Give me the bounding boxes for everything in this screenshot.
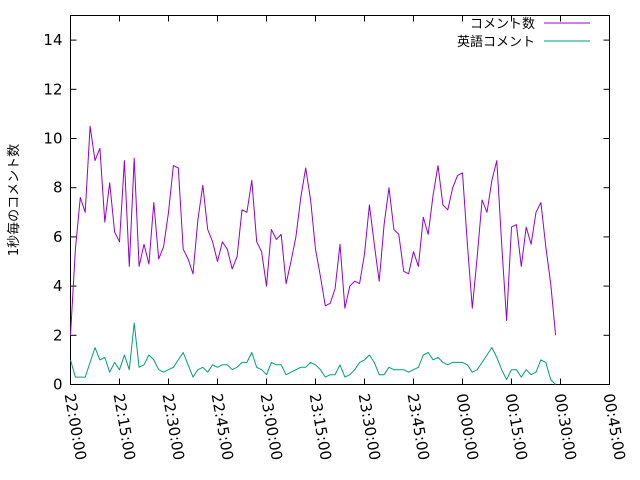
x-axis: 22:00:00 22:15:00 22:30:00 22:45:00 23:00:00… — [61, 15, 629, 462]
y-tick-label: 0 — [53, 376, 63, 394]
series-layer — [70, 125, 557, 385]
x-tick-label: 22:00:00 — [61, 392, 90, 461]
y-tick-label: 14 — [43, 31, 62, 49]
x-tick-label: 23:45:00 — [404, 392, 433, 461]
y-tick-label: 2 — [53, 326, 63, 344]
x-tick-label: 22:15:00 — [110, 392, 139, 461]
y-tick-label: 8 — [53, 179, 63, 197]
y-tick-label: 4 — [53, 277, 63, 295]
legend-label-1: コメント数 — [470, 17, 535, 32]
x-tick-label: 23:00:00 — [257, 392, 286, 461]
x-tick-label: 00:15:00 — [502, 392, 531, 461]
y-axis: 0 2 4 6 8 10 12 14 — [43, 31, 610, 394]
y-tick-label: 6 — [53, 228, 63, 246]
x-tick-label: 22:45:00 — [208, 392, 237, 461]
x-tick-label: 23:30:00 — [355, 392, 384, 461]
legend-label-2: 英語コメント — [457, 34, 535, 50]
x-tick-label: 00:00:00 — [453, 392, 482, 461]
series-line-2 — [70, 322, 556, 385]
y-axis-label: 1秒毎のコメント数 — [6, 144, 22, 256]
series-line-1 — [70, 125, 557, 336]
x-tick-label: 23:15:00 — [306, 392, 335, 461]
x-tick-label: 00:45:00 — [600, 392, 629, 461]
plot-frame — [70, 15, 610, 385]
y-tick-label: 12 — [43, 80, 62, 98]
x-tick-label: 22:30:00 — [159, 392, 188, 461]
x-tick-label: 00:30:00 — [551, 392, 580, 461]
y-tick-label: 10 — [43, 130, 62, 148]
